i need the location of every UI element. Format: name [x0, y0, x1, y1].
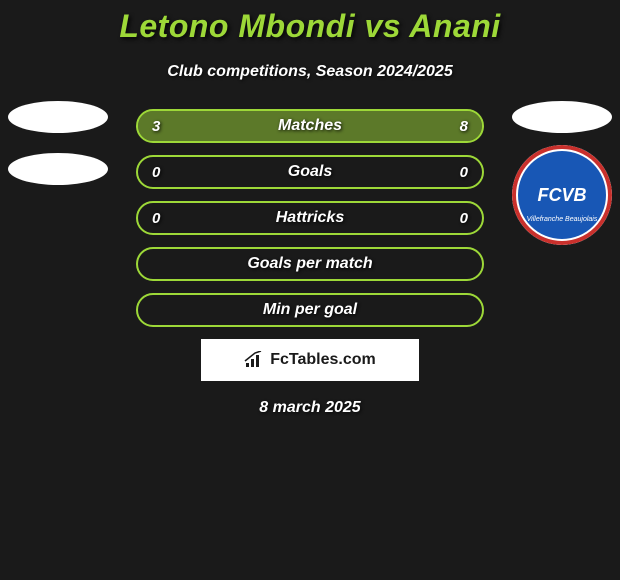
- stat-row: 0 Hattricks 0: [136, 201, 484, 235]
- stat-row: 3 Matches 8: [136, 109, 484, 143]
- stat-value-left: 0: [152, 210, 160, 227]
- stat-value-left: 0: [152, 164, 160, 181]
- stat-label: Min per goal: [263, 301, 357, 319]
- stat-value-left: 3: [152, 118, 160, 135]
- stat-row: 0 Goals 0: [136, 155, 484, 189]
- stat-value-right: 8: [460, 118, 468, 135]
- stat-rows: 3 Matches 8 0 Goals 0 0 Hattricks 0 Goals per mat…: [136, 109, 484, 327]
- club-subline: Villefranche Beaujolais: [518, 216, 606, 223]
- stat-label: Goals per match: [247, 255, 372, 273]
- stat-fill-right: [232, 111, 482, 141]
- stat-row: Goals per match: [136, 247, 484, 281]
- stat-value-right: 0: [460, 164, 468, 181]
- avatar-placeholder: [8, 153, 108, 185]
- left-player-avatars: [8, 101, 108, 205]
- avatar-placeholder: [512, 101, 612, 133]
- infographic-container: Letono Mbondi vs Anani Club competitions…: [0, 0, 620, 417]
- stat-row: Min per goal: [136, 293, 484, 327]
- club-abbr: FCVB: [538, 186, 587, 204]
- stat-label: Hattricks: [276, 209, 344, 227]
- avatar-placeholder: [8, 101, 108, 133]
- date-label: 8 march 2025: [0, 399, 620, 417]
- bar-chart-icon: [244, 351, 266, 369]
- page-subtitle: Club competitions, Season 2024/2025: [0, 63, 620, 81]
- right-player-avatars: FCVB Villefranche Beaujolais: [512, 101, 612, 245]
- page-title: Letono Mbondi vs Anani: [0, 8, 620, 45]
- stats-area: FCVB Villefranche Beaujolais 3 Matches 8 0 G…: [0, 109, 620, 417]
- stat-value-right: 0: [460, 210, 468, 227]
- branding-text: FcTables.com: [270, 351, 376, 369]
- stat-label: Matches: [278, 117, 342, 135]
- branding-box: FcTables.com: [201, 339, 419, 381]
- club-badge-inner: FCVB Villefranche Beaujolais: [518, 151, 606, 239]
- stat-label: Goals: [288, 163, 332, 181]
- club-badge: FCVB Villefranche Beaujolais: [512, 145, 612, 245]
